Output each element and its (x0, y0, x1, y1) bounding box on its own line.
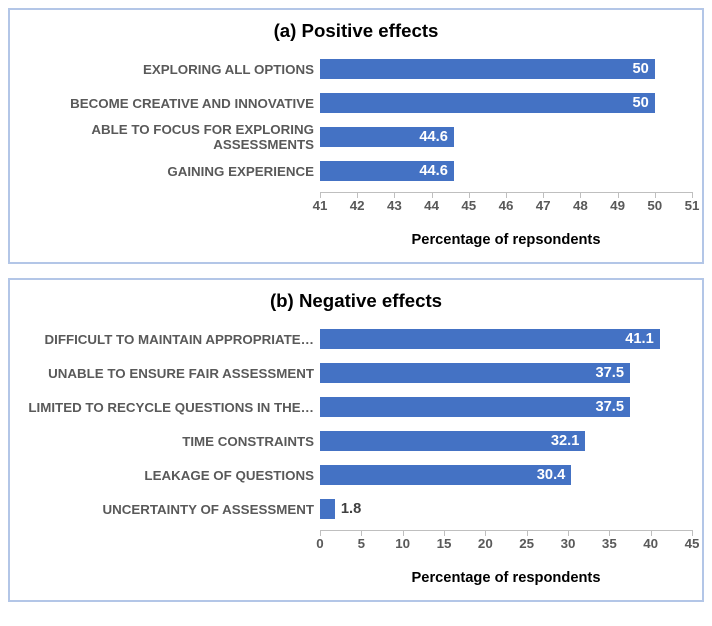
bar: 50 (320, 93, 655, 113)
x-axis: 4142434445464748495051 (20, 192, 692, 212)
bar-row: GAINING EXPERIENCE 44.6 (20, 158, 692, 184)
bar: 41.1 (320, 329, 660, 349)
category-label: EXPLORING ALL OPTIONS (20, 62, 320, 77)
panel-title-text: Negative effects (299, 290, 442, 311)
value-label: 41.1 (625, 331, 654, 347)
bar-row: UNCERTAINTY OF ASSESSMENT 1.8 (20, 496, 692, 522)
axis-tick-label: 20 (478, 536, 493, 551)
x-axis-label: Percentage of respondents (320, 570, 692, 586)
bar-row: ABLE TO FOCUS FOR EXPLORING ASSESSMENTS 4… (20, 124, 692, 150)
value-label: 1.8 (341, 496, 361, 522)
axis-tick-label: 25 (519, 536, 534, 551)
category-label: LIMITED TO RECYCLE QUESTIONS IN THE… (20, 400, 320, 415)
bar: 50 (320, 59, 655, 79)
panel-b: (b) Negative effects DIFFICULT TO MAINTAI… (8, 278, 704, 602)
axis-tick-label: 51 (685, 198, 700, 213)
value-label: 37.5 (595, 399, 624, 415)
category-label: GAINING EXPERIENCE (20, 164, 320, 179)
bar-row: LIMITED TO RECYCLE QUESTIONS IN THE… 37.5 (20, 394, 692, 420)
x-axis-label: Percentage of repsondents (320, 232, 692, 248)
panel-title-b: (b) Negative effects (20, 290, 692, 312)
bar-row: UNABLE TO ENSURE FAIR ASSESSMENT 37.5 (20, 360, 692, 386)
bar-plot-area: 37.5 (320, 394, 692, 420)
axis-tick-label: 35 (602, 536, 617, 551)
bar: 37.5 (320, 397, 630, 417)
bar-row: EXPLORING ALL OPTIONS 50 (20, 56, 692, 82)
axis-tick-label: 10 (395, 536, 410, 551)
bar-plot-area: 32.1 (320, 428, 692, 454)
bar: 44.6 (320, 161, 454, 181)
axis-tick-label: 44 (424, 198, 439, 213)
axis-tick-label: 47 (536, 198, 551, 213)
panel-title-prefix: (a) (274, 20, 302, 41)
category-label: LEAKAGE OF QUESTIONS (20, 468, 320, 483)
chart-b: DIFFICULT TO MAINTAIN APPROPRIATE… 41.1 UN… (20, 326, 692, 530)
value-label: 30.4 (537, 467, 566, 483)
axis-plot: 4142434445464748495051 (320, 192, 692, 212)
axis-tick-label: 40 (643, 536, 658, 551)
category-label: DIFFICULT TO MAINTAIN APPROPRIATE… (20, 332, 320, 347)
axis-tick-label: 43 (387, 198, 402, 213)
bar-plot-area: 41.1 (320, 326, 692, 352)
bar: 30.4 (320, 465, 571, 485)
axis-tick-label: 30 (561, 536, 576, 551)
chart-a: EXPLORING ALL OPTIONS50BECOME CREATIVE A… (20, 56, 692, 192)
bar-plot-area: 37.5 (320, 360, 692, 386)
axis-tick-label: 41 (313, 198, 328, 213)
axis-line (320, 530, 692, 531)
panel-title-prefix: (b) (270, 290, 299, 311)
bar-plot-area: 50 (320, 56, 692, 82)
value-label: 50 (632, 95, 648, 111)
axis-tick-label: 45 (461, 198, 476, 213)
value-label: 50 (632, 61, 648, 77)
category-label: ABLE TO FOCUS FOR EXPLORING ASSESSMENTS (20, 122, 320, 152)
figure-root: (a) Positive effects EXPLORING ALL OPTION… (8, 8, 704, 602)
bar-plot-area: 1.8 (320, 496, 692, 522)
axis-tick-label: 15 (437, 536, 452, 551)
panel-a: (a) Positive effects EXPLORING ALL OPTION… (8, 8, 704, 264)
panel-title-text: Positive effects (302, 20, 439, 41)
bar-plot-area: 30.4 (320, 462, 692, 488)
bar (320, 499, 335, 519)
axis-tick-label: 0 (316, 536, 323, 551)
bar-row: DIFFICULT TO MAINTAIN APPROPRIATE… 41.1 (20, 326, 692, 352)
axis-tick-label: 46 (499, 198, 514, 213)
panel-title-a: (a) Positive effects (20, 20, 692, 42)
axis-plot: 051015202530354045 (320, 530, 692, 550)
bar-row: BECOME CREATIVE AND INNOVATIVE 50 (20, 90, 692, 116)
bar-row: TIME CONSTRAINTS 32.1 (20, 428, 692, 454)
bar-plot-area: 50 (320, 90, 692, 116)
axis-tick-label: 50 (647, 198, 662, 213)
axis-tick-label: 49 (610, 198, 625, 213)
x-axis: 051015202530354045 (20, 530, 692, 550)
axis-tick-label: 45 (685, 536, 700, 551)
value-label: 32.1 (551, 433, 580, 449)
bar: 37.5 (320, 363, 630, 383)
axis-tick-label: 42 (350, 198, 365, 213)
axis-spacer (20, 192, 320, 212)
category-label: TIME CONSTRAINTS (20, 434, 320, 449)
bar: 32.1 (320, 431, 585, 451)
bar-plot-area: 44.6 (320, 158, 692, 184)
value-label: 37.5 (595, 365, 624, 381)
bar-plot-area: 44.6 (320, 124, 692, 150)
bar-row: LEAKAGE OF QUESTIONS 30.4 (20, 462, 692, 488)
category-label: UNCERTAINTY OF ASSESSMENT (20, 502, 320, 517)
axis-tick-label: 5 (358, 536, 365, 551)
category-label: UNABLE TO ENSURE FAIR ASSESSMENT (20, 366, 320, 381)
value-label: 44.6 (419, 163, 448, 179)
axis-tick-label: 48 (573, 198, 588, 213)
bar: 44.6 (320, 127, 454, 147)
axis-spacer (20, 530, 320, 550)
category-label: BECOME CREATIVE AND INNOVATIVE (20, 96, 320, 111)
value-label: 44.6 (419, 129, 448, 145)
